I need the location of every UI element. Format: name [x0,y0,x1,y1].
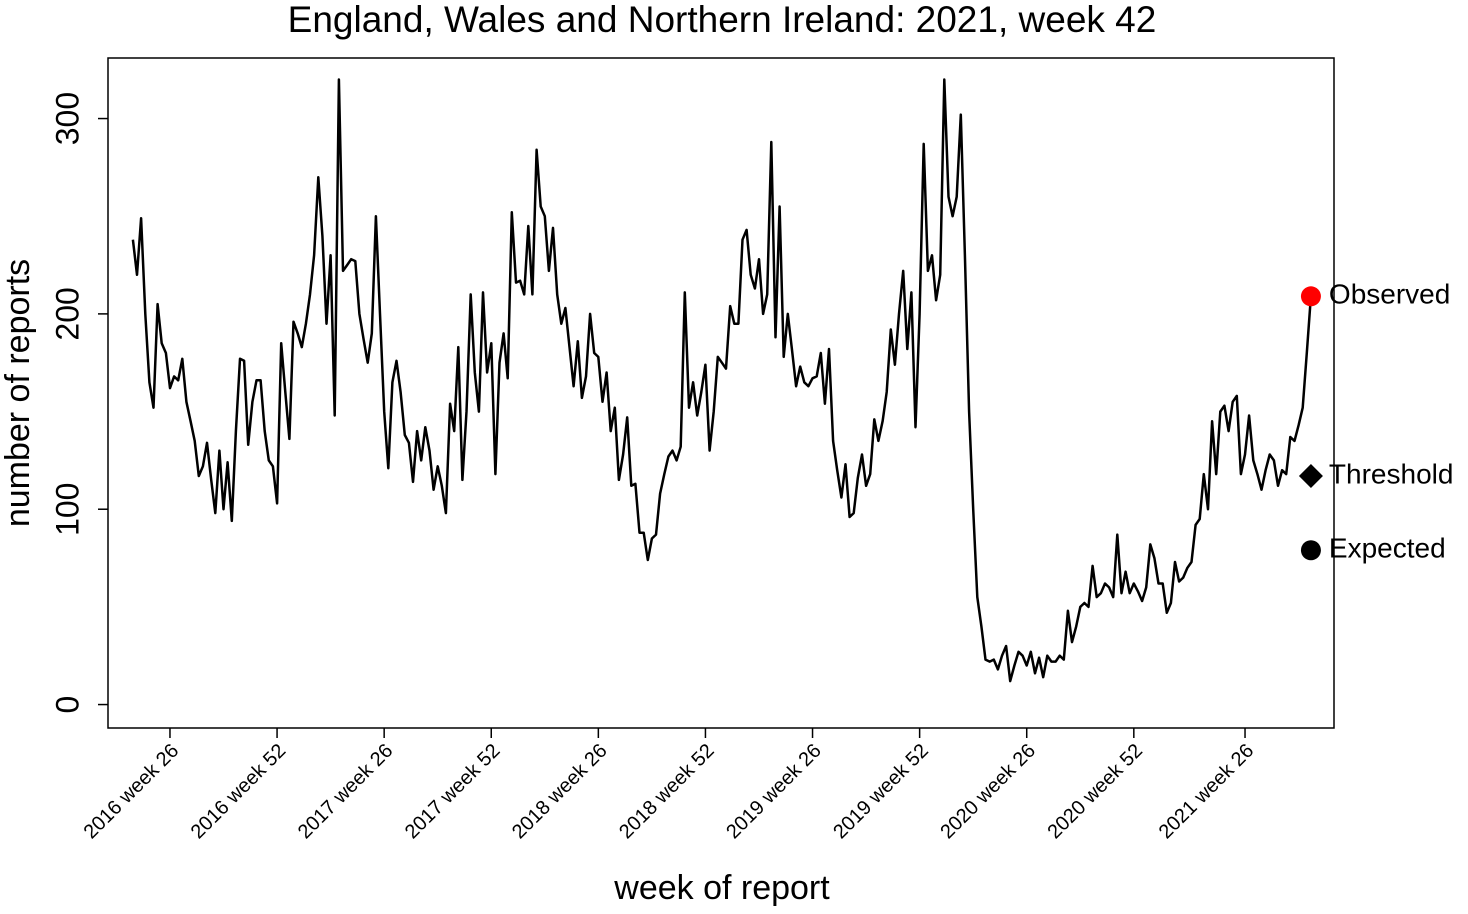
x-tick-label: 2019 week 52 [829,740,933,844]
x-tick-label: 2019 week 26 [722,740,826,844]
x-tick-label: 2018 week 26 [508,740,612,844]
x-tick-label: 2016 week 26 [80,740,184,844]
y-tick-label: 0 [49,696,85,714]
point-label: Expected [1329,533,1446,564]
chart-title: England, Wales and Northern Ireland: 202… [288,0,1157,40]
x-tick-label: 2020 week 52 [1043,740,1147,844]
x-tick-label: 2018 week 52 [615,740,719,844]
data-line [131,78,1313,683]
y-tick-label: 200 [49,287,85,340]
point-label: Observed [1329,279,1450,310]
y-tick-label: 300 [49,92,85,145]
x-tick-label: 2017 week 26 [294,740,398,844]
point-marker [1300,286,1321,307]
threshold-marker [1298,464,1323,489]
x-tick-label: 2020 week 26 [936,740,1040,844]
x-tick-label: 2021 week 26 [1155,740,1259,844]
x-tick-label: 2017 week 52 [401,740,505,844]
y-axis-title: number of reports [0,259,37,527]
x-axis-title: week of report [613,869,830,907]
y-tick-label: 100 [49,483,85,536]
x-tick-label: 2016 week 52 [187,740,291,844]
point-label: Threshold [1329,458,1454,489]
plot-frame [107,57,1335,729]
point-marker [1300,540,1321,561]
